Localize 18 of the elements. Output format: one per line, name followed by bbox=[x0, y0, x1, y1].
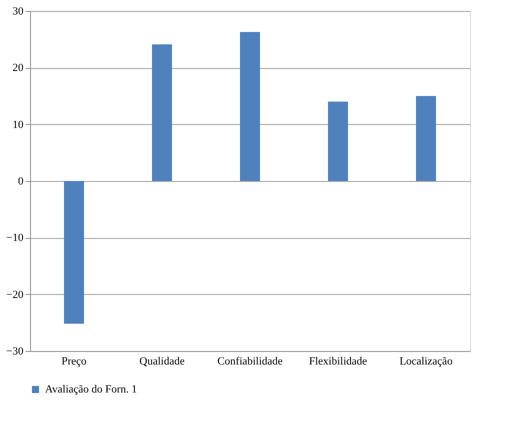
bar bbox=[328, 102, 348, 181]
x-tick-label: Confiabilidade bbox=[217, 356, 283, 368]
y-tick-label: −30 bbox=[6, 346, 24, 358]
bar bbox=[152, 44, 172, 181]
x-tick-label: Qualidade bbox=[139, 356, 185, 368]
bar bbox=[240, 32, 260, 181]
legend-label: Avaliação do Forn. 1 bbox=[45, 384, 138, 396]
y-tick-label: 20 bbox=[12, 62, 24, 74]
x-tick-label: Localização bbox=[399, 356, 454, 368]
y-tick-label: 30 bbox=[12, 6, 24, 18]
y-tick-label: 0 bbox=[18, 176, 24, 188]
x-tick-label: Flexibilidade bbox=[308, 356, 368, 368]
x-tick-label: Preço bbox=[61, 356, 88, 368]
bar bbox=[416, 96, 436, 181]
y-tick-label: −10 bbox=[6, 232, 24, 244]
y-tick-label: −20 bbox=[6, 288, 24, 301]
bar bbox=[64, 181, 84, 324]
y-tick-label: 10 bbox=[12, 118, 24, 131]
